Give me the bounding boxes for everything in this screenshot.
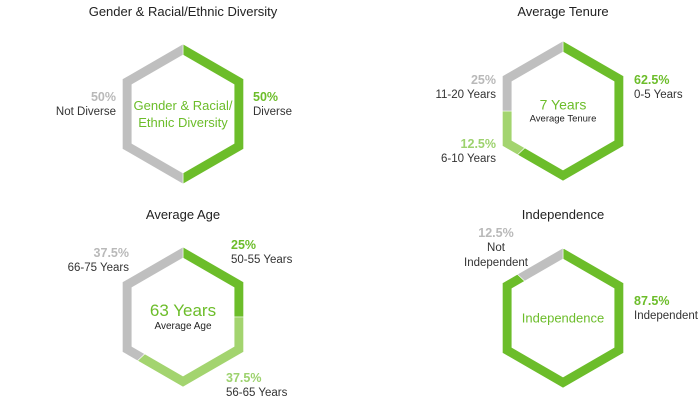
diversity-center-label: Gender & Racial/ Ethnic Diversity [134,97,233,131]
not-independent-text-2: Independent [464,257,528,269]
not-diverse-percent: 50% [90,90,116,104]
not-independent-label: 12.5% Not Independent [464,226,528,271]
independent-label: 87.5% Independent [634,294,698,324]
tenure-center-label: 7 Years Average Tenure [530,97,597,126]
tenure-0-5-label: 62.5% 0-5 Years [634,73,683,103]
independent-percent: 87.5% [634,294,670,308]
tenure-6-10-percent: 12.5% [460,137,496,151]
center-line-1: Gender & Racial/ [133,98,233,113]
age-50-55-percent: 25% [231,238,257,252]
tenure-center-sub: Average Tenure [529,113,597,125]
not-diverse-text: Not Diverse [55,106,116,118]
ring-segment-2 [122,246,184,362]
diverse-label: 50% Diverse [253,90,292,120]
not-independent-text-1: Not [487,242,505,254]
diverse-percent: 50% [253,90,279,104]
chart-title: Gender & Racial/Ethnic Diversity [88,4,278,19]
age-56-65-percent: 37.5% [226,371,262,385]
tenure-11-20-text: 11-20 Years [435,89,496,101]
tenure-11-20-percent: 25% [470,73,496,87]
independence-center-label: Independence [521,310,605,326]
age-50-55-label: 25% 50-55 Years [231,238,292,268]
tenure-6-10-label: 12.5% 6-10 Years [441,137,496,167]
tenure-11-20-label: 25% 11-20 Years [435,73,496,103]
age-66-75-text: 66-75 Years [67,262,129,274]
age-56-65-label: 37.5% 56-65 Years [226,371,287,401]
tenure-0-5-percent: 62.5% [634,73,670,87]
center-line-2: Ethnic Diversity [138,115,228,130]
independent-text: Independent [634,310,698,322]
ring-segment-1 [122,43,184,185]
tenure-6-10-text: 6-10 Years [441,153,496,165]
not-diverse-label: 50% Not Diverse [56,90,116,120]
ring-segment-1 [517,247,564,282]
age-center-label: 63 Years Average Age [150,301,216,333]
age-56-65-text: 56-65 Years [226,387,288,399]
chart-title: Average Age [145,207,221,222]
chart-title: Average Tenure [517,4,609,19]
age-66-75-percent: 37.5% [93,246,129,260]
tenure-0-5-text: 0-5 Years [634,89,683,101]
age-center-sub: Average Age [154,321,212,332]
diverse-text: Diverse [253,106,292,118]
tenure-center-value: 7 Years [539,96,587,113]
age-50-55-text: 50-55 Years [231,254,293,266]
ring-segment-2 [502,40,564,112]
age-66-75-label: 37.5% 66-75 Years [68,246,129,276]
chart-title: Independence [521,207,605,222]
age-center-value: 63 Years [149,301,217,320]
not-independent-percent: 12.5% [478,226,514,240]
